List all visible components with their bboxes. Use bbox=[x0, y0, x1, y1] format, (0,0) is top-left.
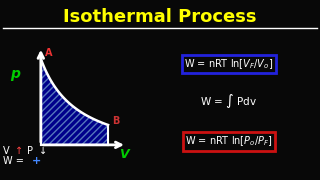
Text: p: p bbox=[10, 67, 20, 81]
Text: V: V bbox=[119, 148, 129, 161]
Polygon shape bbox=[41, 59, 108, 145]
Text: +: + bbox=[31, 156, 41, 166]
Text: W = nRT ln[$V_F$/$V_o$]: W = nRT ln[$V_F$/$V_o$] bbox=[184, 57, 273, 71]
Text: W = nRT ln[$P_o$/$P_F$]: W = nRT ln[$P_o$/$P_F$] bbox=[185, 134, 273, 148]
Text: W =: W = bbox=[3, 156, 27, 166]
Text: A: A bbox=[45, 48, 52, 58]
Text: W = $\int$ Pdv: W = $\int$ Pdv bbox=[200, 92, 257, 110]
Text: Isothermal Process: Isothermal Process bbox=[63, 8, 257, 26]
Text: ↓: ↓ bbox=[39, 146, 48, 156]
Text: V: V bbox=[3, 146, 10, 156]
Text: P: P bbox=[28, 146, 33, 156]
Text: ↑: ↑ bbox=[15, 146, 23, 156]
Text: B: B bbox=[112, 116, 119, 126]
